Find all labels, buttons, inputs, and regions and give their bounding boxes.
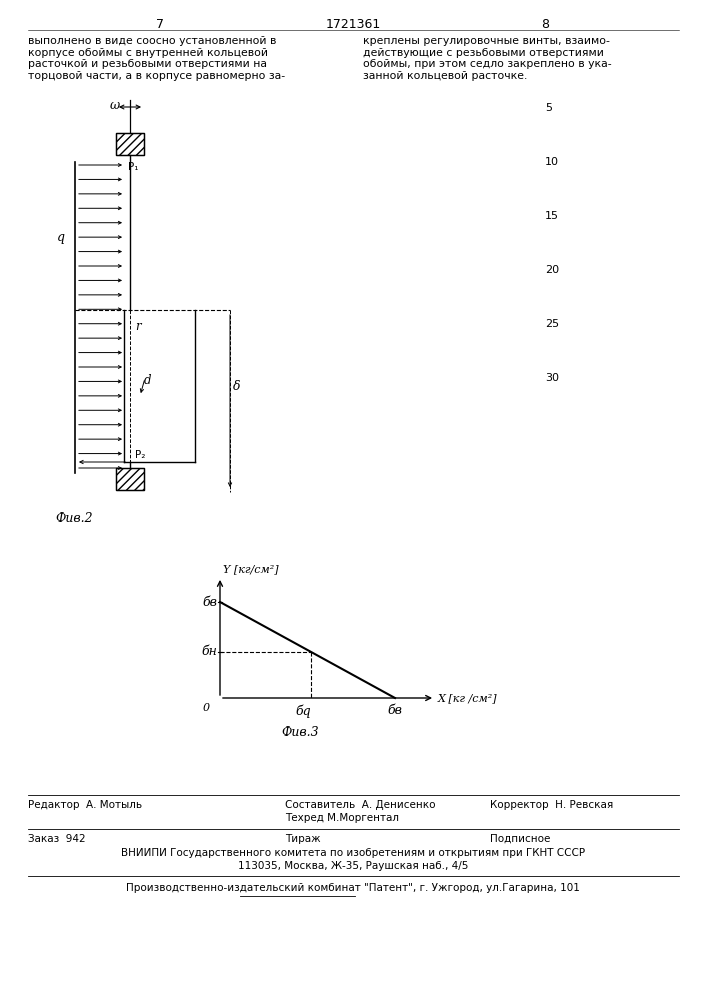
Text: Y [кг/см²]: Y [кг/см²] — [223, 564, 279, 574]
Text: бн: бн — [201, 645, 217, 658]
Text: 113035, Москва, Ж-35, Раушская наб., 4/5: 113035, Москва, Ж-35, Раушская наб., 4/5 — [238, 861, 468, 871]
Text: выполнено в виде соосно установленной в
корпусе обоймы с внутренней кольцевой
ра: выполнено в виде соосно установленной в … — [28, 36, 285, 81]
Text: δ: δ — [233, 379, 240, 392]
Text: бв: бв — [387, 704, 402, 717]
Text: Тираж: Тираж — [285, 834, 321, 844]
Text: Корректор  Н. Ревская: Корректор Н. Ревская — [490, 800, 613, 810]
Text: 10: 10 — [545, 157, 559, 167]
Text: Составитель  А. Денисенко: Составитель А. Денисенко — [285, 800, 436, 810]
Text: d: d — [144, 374, 151, 387]
Bar — [116, 133, 144, 155]
Text: Производственно-издательский комбинат "Патент", г. Ужгород, ул.Гагарина, 101: Производственно-издательский комбинат "П… — [126, 883, 580, 893]
Bar — [116, 468, 144, 490]
Text: 8: 8 — [541, 18, 549, 31]
Text: X [кг /см²]: X [кг /см²] — [438, 693, 498, 703]
Bar — [116, 468, 144, 490]
Text: Техред М.Моргентал: Техред М.Моргентал — [285, 813, 399, 823]
Text: бq: бq — [296, 704, 311, 718]
Text: 5: 5 — [545, 103, 552, 113]
Bar — [116, 133, 144, 155]
Text: 30: 30 — [545, 373, 559, 383]
Text: r: r — [135, 320, 141, 333]
Text: Р₁: Р₁ — [128, 162, 139, 172]
Text: Р₂: Р₂ — [135, 450, 146, 460]
Text: 0: 0 — [203, 703, 210, 713]
Text: q: q — [57, 231, 65, 243]
Text: 20: 20 — [545, 265, 559, 275]
Text: Фив.3: Фив.3 — [281, 726, 319, 739]
Text: Заказ  942: Заказ 942 — [28, 834, 86, 844]
Text: 1721361: 1721361 — [325, 18, 380, 31]
Text: Фив.2: Фив.2 — [55, 512, 93, 525]
Text: 15: 15 — [545, 211, 559, 221]
Text: 25: 25 — [545, 319, 559, 329]
Text: 7: 7 — [156, 18, 164, 31]
Text: креплены регулировочные винты, взаимо-
действующие с резьбовыми отверстиями
обой: креплены регулировочные винты, взаимо- д… — [363, 36, 612, 81]
Text: ω: ω — [110, 99, 120, 112]
Text: ВНИИПИ Государственного комитета по изобретениям и открытиям при ГКНТ СССР: ВНИИПИ Государственного комитета по изоб… — [121, 848, 585, 858]
Text: Подписное: Подписное — [490, 834, 550, 844]
Text: бв: бв — [202, 595, 217, 608]
Text: Редактор  А. Мотыль: Редактор А. Мотыль — [28, 800, 142, 810]
